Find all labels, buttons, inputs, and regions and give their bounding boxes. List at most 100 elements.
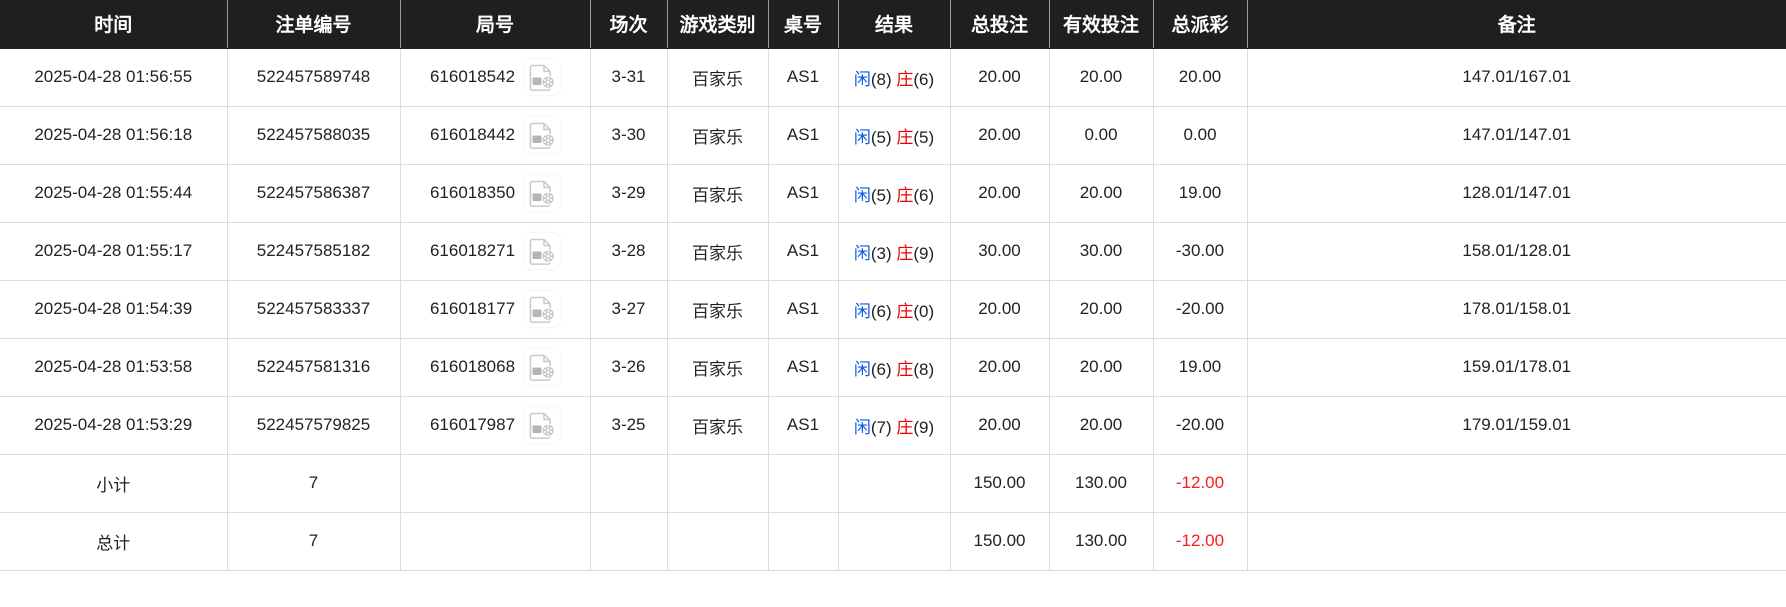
result-banker-label: 庄 <box>896 417 914 437</box>
round-no-text: 616018442 <box>429 125 516 144</box>
video-replay-icon[interactable] <box>524 291 561 327</box>
cell-order-no: 522457581316 <box>227 338 401 397</box>
cell-remark: 179.01/159.01 <box>1247 396 1786 455</box>
column-header-remark: 备注 <box>1247 0 1786 49</box>
cell-table-no: AS1 <box>768 338 839 397</box>
summary-payout-value: -12.00 <box>1175 531 1225 550</box>
cell-total-bet: 20.00 <box>950 338 1050 397</box>
cell-time: 2025-04-28 01:55:17 <box>0 222 228 281</box>
cell-session: 3-27 <box>590 280 668 339</box>
column-header-total_bet: 总投注 <box>950 0 1050 49</box>
cell-table-no: AS1 <box>768 396 839 455</box>
cell-order-no: 522457579825 <box>227 396 401 455</box>
video-replay-icon[interactable] <box>524 175 561 211</box>
table-row[interactable]: 2025-04-28 01:53:29 522457579825 616017987… <box>0 396 1786 455</box>
summary-table-no <box>768 512 839 571</box>
round-no-text: 616017987 <box>429 415 516 434</box>
cell-table-no: AS1 <box>768 222 839 281</box>
cell-valid-bet: 0.00 <box>1049 106 1154 165</box>
result-player-label: 闲 <box>853 359 871 379</box>
round-no-text: 616018068 <box>429 357 516 376</box>
result-player-points: (6) <box>870 359 892 379</box>
cell-session: 3-30 <box>590 106 668 165</box>
cell-time: 2025-04-28 01:53:29 <box>0 396 228 455</box>
cell-payout: 19.00 <box>1153 164 1248 223</box>
cell-payout: 19.00 <box>1153 338 1248 397</box>
round-no-text: 616018350 <box>429 183 516 202</box>
table-row[interactable]: 2025-04-28 01:56:18 522457588035 616018442… <box>0 106 1786 165</box>
header-row: 时间 注单编号 局号 场次 游戏类别 桌号 结果 总投注 有效投注 总派彩 备注 <box>0 0 1786 49</box>
column-header-valid_bet: 有效投注 <box>1049 0 1154 49</box>
summary-row: 总计 7 150.00 130.00 -12.00 <box>0 512 1786 571</box>
cell-payout: 20.00 <box>1153 48 1248 107</box>
cell-result: 闲(6) 庄(0) <box>838 280 951 339</box>
table-row[interactable]: 2025-04-28 01:55:44 522457586387 616018350… <box>0 164 1786 223</box>
video-replay-icon[interactable] <box>524 59 561 95</box>
cell-order-no: 522457583337 <box>227 280 401 339</box>
video-replay-icon[interactable] <box>524 117 561 153</box>
result-banker-points: (6) <box>913 69 935 89</box>
cell-time: 2025-04-28 01:53:58 <box>0 338 228 397</box>
cell-time: 2025-04-28 01:55:44 <box>0 164 228 223</box>
result-player-label: 闲 <box>853 301 871 321</box>
result-banker-label: 庄 <box>896 359 914 379</box>
cell-game-type: 百家乐 <box>667 164 769 223</box>
cell-order-no: 522457586387 <box>227 164 401 223</box>
summary-total-bet: 150.00 <box>950 512 1050 571</box>
result-banker-label: 庄 <box>896 127 914 147</box>
round-no-text: 616018542 <box>429 67 516 86</box>
cell-remark: 178.01/158.01 <box>1247 280 1786 339</box>
summary-label: 总计 <box>0 512 228 571</box>
cell-valid-bet: 20.00 <box>1049 48 1154 107</box>
column-header-game_type: 游戏类别 <box>667 0 769 49</box>
video-replay-icon[interactable] <box>524 349 561 385</box>
cell-round-no: 616018442 <box>400 106 591 165</box>
betting-records-table: 时间 注单编号 局号 场次 游戏类别 桌号 结果 总投注 有效投注 总派彩 备注 2025-04-2… <box>0 0 1786 571</box>
cell-table-no: AS1 <box>768 280 839 339</box>
cell-result: 闲(5) 庄(6) <box>838 164 951 223</box>
result-player-points: (3) <box>870 243 892 263</box>
cell-result: 闲(5) 庄(5) <box>838 106 951 165</box>
column-header-order_no: 注单编号 <box>227 0 401 49</box>
column-header-table_no: 桌号 <box>768 0 839 49</box>
cell-result: 闲(3) 庄(9) <box>838 222 951 281</box>
summary-game-type <box>667 454 769 513</box>
cell-order-no: 522457589748 <box>227 48 401 107</box>
cell-valid-bet: 20.00 <box>1049 396 1154 455</box>
result-player-label: 闲 <box>853 417 871 437</box>
result-player-points: (8) <box>870 69 892 89</box>
summary-round-no <box>400 512 591 571</box>
summary-result <box>838 454 951 513</box>
result-player-points: (5) <box>870 127 892 147</box>
cell-payout: 0.00 <box>1153 106 1248 165</box>
cell-valid-bet: 20.00 <box>1049 164 1154 223</box>
video-replay-icon[interactable] <box>524 407 561 443</box>
result-player-label: 闲 <box>853 69 871 89</box>
cell-valid-bet: 20.00 <box>1049 338 1154 397</box>
cell-payout: -20.00 <box>1153 280 1248 339</box>
cell-result: 闲(6) 庄(8) <box>838 338 951 397</box>
cell-remark: 147.01/167.01 <box>1247 48 1786 107</box>
column-header-session: 场次 <box>590 0 668 49</box>
summary-session <box>590 454 668 513</box>
table-row[interactable]: 2025-04-28 01:54:39 522457583337 616018177… <box>0 280 1786 339</box>
summary-valid-bet: 130.00 <box>1049 512 1154 571</box>
video-replay-icon[interactable] <box>524 233 561 269</box>
cell-session: 3-26 <box>590 338 668 397</box>
cell-game-type: 百家乐 <box>667 106 769 165</box>
cell-round-no: 616018350 <box>400 164 591 223</box>
cell-remark: 128.01/147.01 <box>1247 164 1786 223</box>
table-body: 2025-04-28 01:56:55 522457589748 616018542… <box>0 48 1786 571</box>
cell-remark: 147.01/147.01 <box>1247 106 1786 165</box>
cell-time: 2025-04-28 01:56:55 <box>0 48 228 107</box>
cell-total-bet: 20.00 <box>950 396 1050 455</box>
table-row[interactable]: 2025-04-28 01:53:58 522457581316 616018068… <box>0 338 1786 397</box>
cell-session: 3-31 <box>590 48 668 107</box>
table-row[interactable]: 2025-04-28 01:55:17 522457585182 616018271… <box>0 222 1786 281</box>
summary-payout: -12.00 <box>1153 512 1248 571</box>
summary-count: 7 <box>227 512 401 571</box>
result-banker-label: 庄 <box>896 185 914 205</box>
summary-label: 小计 <box>0 454 228 513</box>
cell-valid-bet: 30.00 <box>1049 222 1154 281</box>
table-row[interactable]: 2025-04-28 01:56:55 522457589748 616018542… <box>0 48 1786 107</box>
